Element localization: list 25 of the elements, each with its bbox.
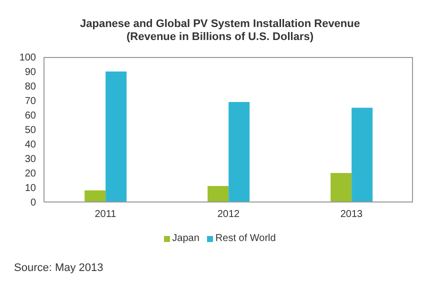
y-tick-label: 10 <box>24 183 36 194</box>
legend-label: Japan <box>171 233 200 244</box>
y-tick-label: 100 <box>19 52 36 64</box>
y-tick-label: 90 <box>24 67 36 78</box>
chart-title: Japanese and Global PV System Installation Revenue <box>79 18 361 31</box>
y-tick-label: 60 <box>24 110 36 122</box>
y-tick-label: 70 <box>24 96 36 108</box>
y-tick-label: 20 <box>24 168 36 180</box>
bar <box>330 173 352 202</box>
x-tick-label: 2011 <box>94 209 117 220</box>
legend-label: Rest of World <box>214 233 276 244</box>
y-tick-label: 30 <box>24 154 36 166</box>
bar <box>84 190 106 202</box>
bar <box>208 186 229 202</box>
bar <box>228 102 250 202</box>
bar <box>352 108 373 202</box>
y-tick-label: 0 <box>30 198 36 209</box>
x-tick-label: 2012 <box>217 209 240 220</box>
chart-subtitle: (Revenue in Billions of U.S. Dollars) <box>125 31 315 44</box>
y-tick-label: 50 <box>24 125 36 136</box>
y-tick-label: 80 <box>24 82 36 93</box>
x-tick-label: 2013 <box>340 209 364 220</box>
bar <box>106 72 127 202</box>
source-note: Source: May 2013 <box>14 262 104 274</box>
y-tick-label: 40 <box>24 140 36 151</box>
